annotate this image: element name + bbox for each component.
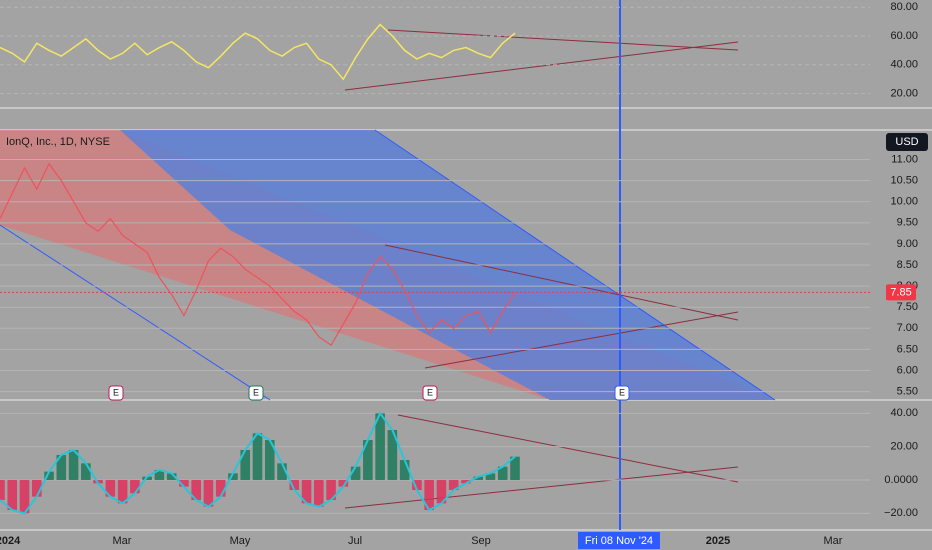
time-label: Mar — [824, 535, 843, 547]
event-badge — [614, 385, 630, 401]
histogram-bar — [252, 433, 263, 480]
trend-line — [387, 29, 739, 51]
event-label: E — [619, 387, 625, 397]
y-tick-label: 40.00 — [890, 407, 918, 419]
histogram-bar — [338, 480, 349, 487]
time-label: Sep — [471, 535, 491, 547]
series-line — [0, 162, 516, 347]
histogram-bar — [363, 440, 373, 480]
trend-line — [424, 311, 739, 369]
y-tick-label: 20.00 — [890, 88, 918, 100]
last-price-label: 7.85 — [890, 286, 911, 298]
histogram-bar — [461, 480, 471, 484]
histogram-bar — [314, 480, 324, 507]
event-label: E — [427, 387, 433, 397]
histogram-bar — [228, 473, 238, 480]
y-tick-label: 40.00 — [890, 59, 918, 71]
histogram-bar — [301, 480, 312, 504]
y-tick-label: 10.00 — [890, 196, 918, 208]
histogram-bar — [485, 473, 496, 480]
series-line — [0, 23, 516, 81]
histogram-bar — [68, 450, 79, 480]
histogram-bar — [436, 480, 447, 504]
date-badge — [578, 532, 660, 549]
time-label: Jul — [348, 535, 362, 547]
y-tick-label: 9.00 — [897, 238, 918, 250]
macd-line — [0, 411, 516, 515]
histogram-bar — [203, 480, 214, 507]
y-tick-label: 80.00 — [890, 1, 918, 13]
event-badge — [108, 385, 124, 401]
event-label: E — [253, 387, 259, 397]
histogram-bar — [117, 480, 128, 504]
histogram-bar — [497, 466, 508, 480]
event-label: E — [113, 387, 119, 397]
histogram-bar — [412, 480, 422, 490]
histogram-bar — [473, 476, 484, 480]
time-label: 2025 — [706, 535, 730, 547]
histogram-bar — [191, 480, 201, 500]
time-label: May — [230, 535, 251, 547]
trend-line — [344, 41, 739, 91]
histogram-bar — [166, 473, 177, 480]
y-tick-label: 7.00 — [897, 322, 918, 334]
histogram-bar — [105, 480, 116, 497]
histogram-bar — [19, 480, 30, 514]
event-badge — [248, 385, 264, 401]
y-tick-label: 60.00 — [890, 30, 918, 42]
y-tick-label: 6.50 — [897, 343, 918, 355]
histogram-bar — [44, 471, 54, 480]
histogram-bar — [264, 440, 275, 480]
histogram-bar — [448, 480, 459, 490]
time-label: 2024 — [0, 535, 21, 547]
last-price-badge — [886, 284, 916, 301]
histogram-bar — [387, 430, 398, 480]
histogram-bar — [154, 470, 165, 480]
y-tick-label: 11.00 — [891, 153, 918, 165]
y-tick-label: 8.50 — [897, 259, 918, 271]
histogram-bar — [81, 463, 91, 480]
y-tick-label: 9.50 — [897, 217, 918, 229]
histogram-bar — [130, 480, 140, 494]
histogram-bar — [7, 480, 18, 510]
time-label: Mar — [113, 535, 132, 547]
histogram-bar — [240, 450, 251, 480]
event-badge — [422, 385, 438, 401]
y-tick-label: 0.0000 — [884, 474, 918, 486]
y-tick-label: 20.00 — [890, 441, 918, 453]
histogram-bar — [350, 466, 361, 480]
currency-label: USD — [895, 136, 918, 148]
histogram-bar — [289, 480, 300, 490]
y-tick-label: 7.50 — [897, 301, 918, 313]
y-tick-label: 5.50 — [897, 385, 918, 397]
histogram-bar — [326, 480, 336, 500]
histogram-bar — [179, 480, 189, 487]
currency-badge — [886, 133, 928, 151]
y-tick-label: 10.50 — [890, 175, 918, 187]
y-tick-label: −20.00 — [884, 507, 918, 519]
histogram-bar — [215, 480, 226, 497]
histogram-bar — [424, 480, 434, 510]
histogram-bar — [31, 480, 42, 497]
trend-line — [397, 414, 739, 483]
histogram-bar — [375, 413, 385, 480]
y-tick-label: 6.00 — [897, 364, 918, 376]
histogram-bar — [277, 463, 287, 480]
crosshair-date: Fri 08 Nov '24 — [585, 535, 653, 547]
trend-line — [344, 466, 739, 509]
histogram-bar — [399, 460, 410, 480]
histogram-bar — [510, 456, 520, 480]
symbol-title: IonQ, Inc., 1D, NYSE — [6, 136, 110, 148]
histogram-bar — [56, 455, 67, 480]
histogram-bar — [0, 480, 5, 500]
